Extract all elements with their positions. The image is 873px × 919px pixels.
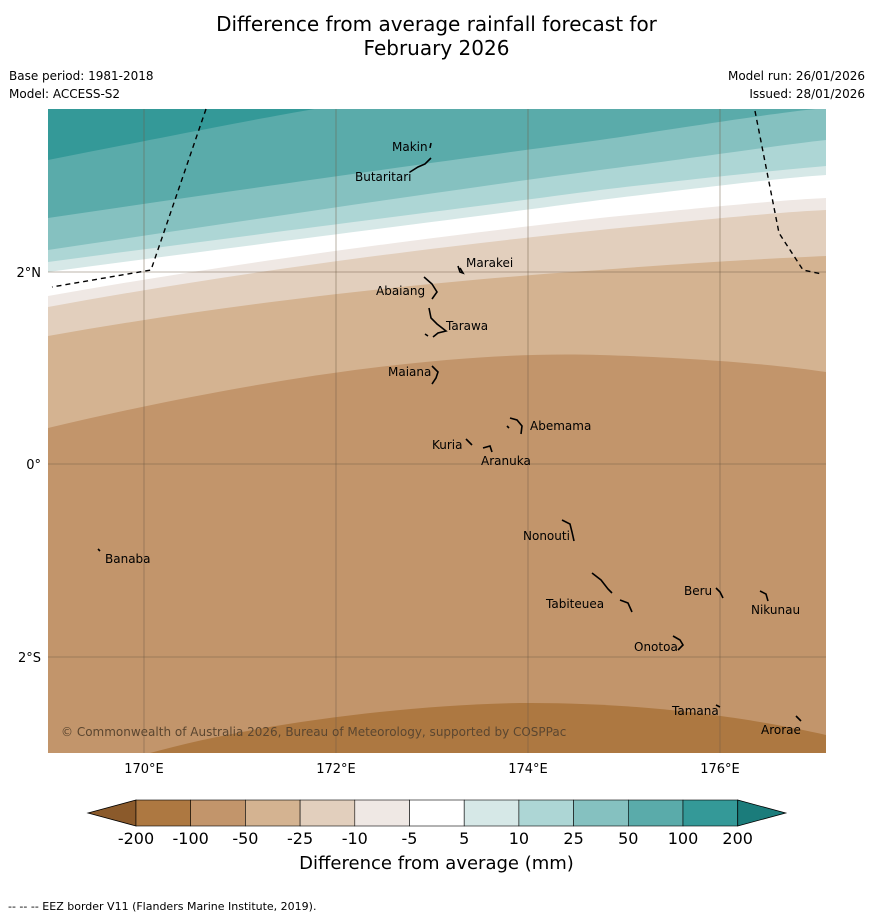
island-butaritari bbox=[409, 157, 432, 173]
colorbar-segment bbox=[409, 799, 465, 827]
island-beru bbox=[715, 587, 724, 599]
lat-label-2N: 2°N bbox=[17, 266, 42, 281]
colorbar-segment bbox=[518, 799, 574, 827]
colorbar-segment bbox=[135, 799, 192, 827]
eez-line-west bbox=[51, 108, 207, 288]
island-tarawa bbox=[428, 307, 448, 338]
meta-left: Base period: 1981-2018 Model: ACCESS-S2 bbox=[9, 67, 154, 103]
island-maiana bbox=[431, 365, 439, 385]
colorbar-tick-label: -50 bbox=[232, 829, 259, 848]
place-label-nikunau: Nikunau bbox=[751, 603, 800, 617]
island-marakei bbox=[457, 265, 465, 275]
place-label-banaba: Banaba bbox=[105, 552, 151, 566]
place-label-aranuka: Aranuka bbox=[481, 454, 531, 468]
place-label-onotoa: Onotoa bbox=[634, 640, 678, 654]
graticule bbox=[48, 109, 826, 753]
colorbar-title: Difference from average (mm) bbox=[299, 853, 574, 874]
colorbar-arrow-high bbox=[737, 799, 788, 827]
axis-labels: 2°N 0° 2°S 170°E 172°E 174°E 176°E bbox=[17, 266, 740, 777]
colorbar-tick-label: -10 bbox=[341, 829, 368, 848]
island-arorae bbox=[795, 715, 802, 722]
island-abemama-west bbox=[506, 425, 510, 429]
model-name: Model: ACCESS-S2 bbox=[9, 87, 121, 101]
place-label-tarawa: Tarawa bbox=[445, 319, 488, 333]
island-tabiteuea-north bbox=[591, 572, 613, 594]
colorbar-tick-label: -200 bbox=[117, 829, 155, 848]
colorbar-tick-label: -25 bbox=[287, 829, 314, 848]
place-label-kuria: Kuria bbox=[432, 438, 463, 452]
colorbar-segment bbox=[245, 799, 301, 827]
lat-label-2S: 2°S bbox=[18, 651, 41, 666]
colorbar-tick-label: 200 bbox=[722, 829, 753, 848]
island-nonouti bbox=[561, 519, 575, 542]
lon-label-174E: 174°E bbox=[508, 762, 548, 777]
place-label-abaiang: Abaiang bbox=[376, 284, 425, 298]
place-label-tabiteuea: Tabiteuea bbox=[545, 597, 604, 611]
colorbar-segment bbox=[463, 799, 520, 827]
island-kuria bbox=[465, 438, 473, 446]
place-label-makin: Makin bbox=[392, 140, 428, 154]
place-label-beru: Beru bbox=[684, 584, 712, 598]
issued-date: Issued: 28/01/2026 bbox=[749, 87, 865, 101]
title-line-1: Difference from average rainfall forecas… bbox=[216, 12, 657, 36]
island-tamana bbox=[715, 704, 721, 708]
band-100-to-200 bbox=[48, 109, 315, 160]
lon-label-170E: 170°E bbox=[124, 762, 164, 777]
lat-label-0: 0° bbox=[26, 458, 41, 473]
base-period: Base period: 1981-2018 bbox=[9, 69, 154, 83]
place-label-nonouti: Nonouti bbox=[523, 529, 570, 543]
colorbar-segment bbox=[627, 799, 684, 827]
colorbar-segment bbox=[354, 799, 410, 827]
island-tarawa-south bbox=[424, 333, 429, 337]
colorbar-tick-label: 10 bbox=[508, 829, 530, 848]
island-abaiang bbox=[423, 276, 438, 300]
eez-line-east bbox=[754, 110, 823, 275]
colorbar-segment bbox=[190, 799, 246, 827]
colorbar-segment bbox=[299, 799, 356, 827]
lon-label-176E: 176°E bbox=[700, 762, 740, 777]
place-label-marakei: Marakei bbox=[466, 256, 513, 270]
eez-border bbox=[51, 108, 823, 288]
island-onotoa bbox=[672, 635, 685, 651]
colorbar-tick-labels: -200 -100 -50 -25 -10 -5 5 10 25 50 100 200 bbox=[0, 829, 873, 849]
island-makin bbox=[429, 142, 432, 149]
meta-right: Model run: 26/01/2026 Issued: 28/01/2026 bbox=[728, 67, 865, 103]
place-label-butaritari: Butaritari bbox=[355, 170, 412, 184]
island-tabiteuea-south bbox=[619, 599, 633, 613]
colorbar-tick-label: 100 bbox=[667, 829, 699, 848]
place-label-maiana: Maiana bbox=[388, 365, 431, 379]
colorbar-segment bbox=[682, 799, 739, 827]
title-line-2: February 2026 bbox=[363, 36, 510, 60]
band-50-to-100 bbox=[48, 109, 826, 218]
colorbar-segment bbox=[573, 799, 629, 827]
colorbar-tick-label: 25 bbox=[563, 829, 584, 848]
rainfall-bands bbox=[48, 109, 826, 753]
model-run: Model run: 26/01/2026 bbox=[727, 69, 865, 83]
islands bbox=[97, 142, 802, 722]
island-nikunau bbox=[759, 590, 769, 602]
colorbar-tick-label: 5 bbox=[459, 829, 470, 848]
island-banaba bbox=[97, 548, 101, 552]
place-label-arorae: Arorae bbox=[761, 723, 801, 737]
place-label-tamana: Tamana bbox=[671, 704, 719, 718]
colorbar-tick-label: 50 bbox=[618, 829, 639, 848]
band-minus100-to-minus200 bbox=[150, 702, 826, 753]
footnote: -- -- -- EEZ border V11 (Flanders Marine… bbox=[8, 900, 317, 913]
lon-label-172E: 172°E bbox=[316, 762, 356, 777]
colorbar bbox=[86, 799, 788, 827]
colorbar-tick-label: -100 bbox=[172, 829, 209, 848]
place-labels: Makin Butaritari Marakei Abaiang Tarawa … bbox=[105, 140, 801, 737]
island-abemama bbox=[509, 417, 523, 435]
island-aranuka bbox=[482, 445, 493, 453]
colorbar-tick-label: -5 bbox=[401, 829, 418, 848]
copyright-notice: © Commonwealth of Australia 2026, Bureau… bbox=[61, 725, 566, 739]
colorbar-arrow-low bbox=[86, 799, 137, 827]
map-title: Difference from average rainfall forecas… bbox=[0, 12, 873, 60]
place-label-abemama: Abemama bbox=[530, 419, 591, 433]
